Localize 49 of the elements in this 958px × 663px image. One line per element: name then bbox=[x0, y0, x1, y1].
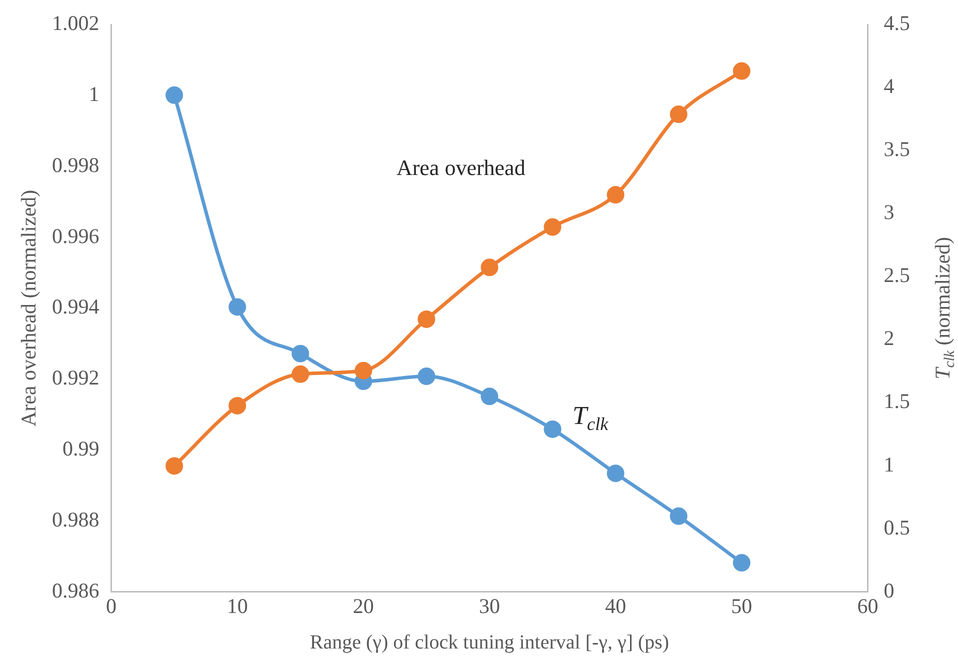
point bbox=[480, 388, 498, 406]
y-tick-label: 0.988 bbox=[52, 507, 100, 532]
y-tick-label: 1 bbox=[88, 82, 100, 106]
y2-tick-label: 0.5 bbox=[884, 515, 910, 540]
point bbox=[292, 344, 310, 362]
y2-tick-label: 2.5 bbox=[884, 263, 910, 288]
point bbox=[480, 258, 498, 276]
point bbox=[670, 106, 688, 124]
point bbox=[544, 420, 562, 438]
y2-tick-label: 4 bbox=[884, 74, 895, 98]
y2-tick-label: 3 bbox=[884, 200, 894, 224]
y-tick-label: 0.99 bbox=[62, 436, 100, 461]
point bbox=[418, 310, 436, 328]
point bbox=[544, 218, 562, 236]
y-axis-title: Area overhead (normalized) bbox=[16, 190, 41, 427]
point bbox=[606, 464, 624, 482]
x-tick-label: 40 bbox=[605, 594, 626, 618]
y2-tick-label: 4.5 bbox=[884, 11, 910, 36]
y-tick-label: 0.994 bbox=[52, 294, 100, 319]
x-tick-label: 0 bbox=[106, 594, 116, 618]
y-tick-label: 0.986 bbox=[52, 578, 100, 602]
y2-axis-title: Tclk (normalized) bbox=[930, 236, 958, 380]
point bbox=[670, 507, 688, 525]
x-tick-label: 30 bbox=[479, 594, 500, 618]
y2-tick-label: 1 bbox=[884, 452, 894, 476]
point bbox=[732, 554, 750, 572]
x-axis-title: Range (γ) of clock tuning interval [-γ, γ] (ps) bbox=[310, 631, 670, 654]
x-tick-label: 10 bbox=[226, 594, 248, 618]
point bbox=[166, 457, 184, 475]
y2-tick-label: 1.5 bbox=[884, 389, 910, 414]
y-tick-label: 0.992 bbox=[52, 366, 100, 390]
y2-tick-label: 0 bbox=[884, 578, 894, 602]
point bbox=[418, 368, 436, 386]
text: Area overhead bbox=[396, 154, 526, 180]
x-tick-label: 60 bbox=[857, 594, 878, 618]
point bbox=[292, 365, 310, 383]
x-tick-label: 20 bbox=[352, 594, 374, 618]
point bbox=[354, 362, 372, 380]
y-tick-label: 0.998 bbox=[52, 152, 100, 177]
y-tick-label: 0.996 bbox=[52, 224, 100, 248]
point bbox=[228, 396, 246, 414]
y2-tick-label: 3.5 bbox=[884, 137, 910, 162]
point bbox=[606, 186, 624, 204]
x-tick-label: 50 bbox=[731, 594, 752, 618]
point bbox=[228, 298, 246, 316]
point bbox=[166, 86, 184, 104]
y-tick-label: 1.002 bbox=[52, 11, 100, 36]
point bbox=[732, 62, 750, 80]
y2-tick-label: 2 bbox=[884, 326, 894, 350]
